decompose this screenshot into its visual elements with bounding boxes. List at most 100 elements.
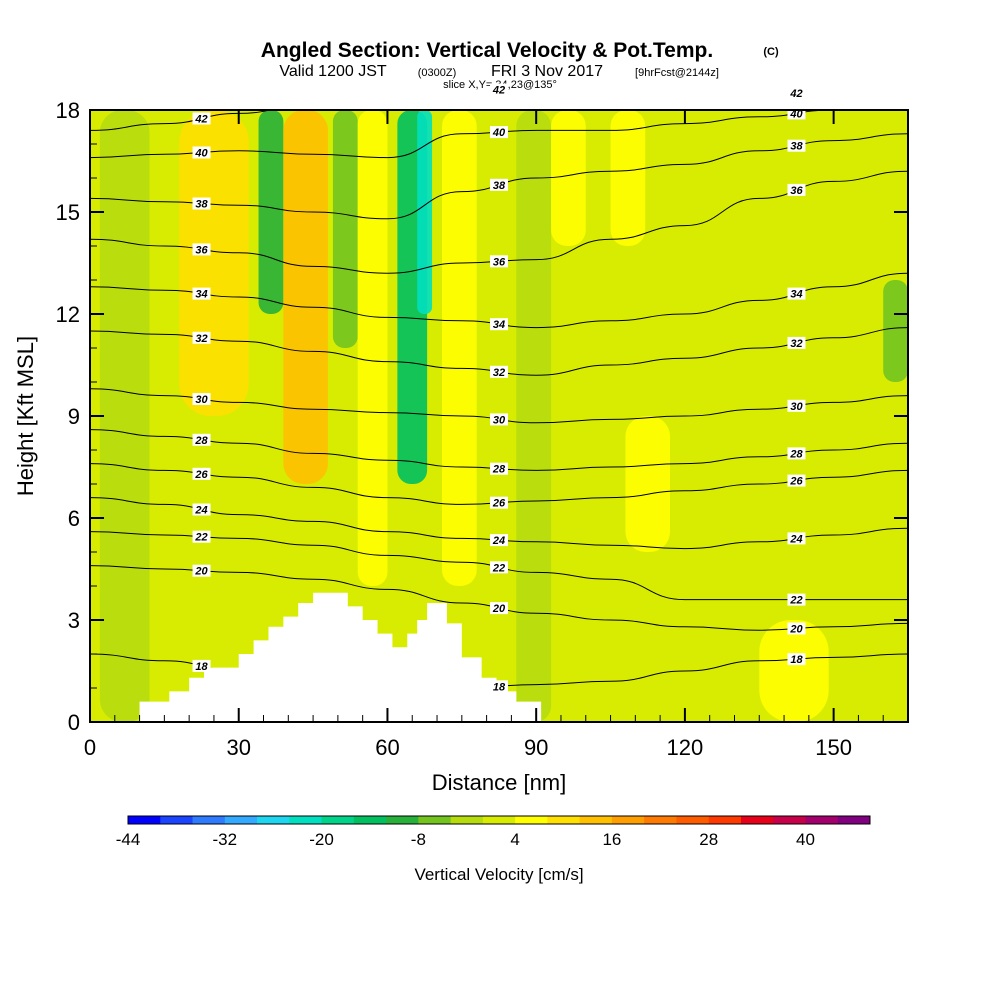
contour-label-34: 34 <box>787 287 806 301</box>
contour-label-38: 38 <box>787 139 806 153</box>
y-axis-label: Height [Kft MSL] <box>13 336 38 496</box>
svg-text:24: 24 <box>789 533 802 545</box>
color-bar-swatch-7 <box>353 816 387 824</box>
velocity-band-0 <box>99 110 150 722</box>
svg-text:18: 18 <box>790 654 803 666</box>
svg-text:40: 40 <box>194 148 208 160</box>
contour-label-32: 32 <box>192 331 211 345</box>
color-bar-tick--44: -44 <box>116 830 141 849</box>
x-tick-label-60: 60 <box>375 735 399 760</box>
velocity-band-7 <box>417 110 433 314</box>
color-bar-swatch-15 <box>611 816 645 824</box>
svg-text:34: 34 <box>195 289 207 301</box>
contour-label-36: 36 <box>490 255 508 268</box>
chart-title-suffix: (C) <box>763 46 779 58</box>
svg-text:26: 26 <box>194 469 208 481</box>
color-bar-tick-40: 40 <box>796 830 815 849</box>
color-bar-swatch-2 <box>192 816 226 824</box>
svg-text:28: 28 <box>789 448 803 460</box>
svg-text:32: 32 <box>493 367 505 379</box>
chart-titles: Angled Section: Vertical Velocity & Pot.… <box>261 39 779 91</box>
color-bar-tick--8: -8 <box>411 830 426 849</box>
contour-label-30: 30 <box>192 393 211 406</box>
contour-label-26: 26 <box>787 474 806 488</box>
svg-text:30: 30 <box>195 394 208 406</box>
svg-text:30: 30 <box>790 401 803 413</box>
svg-text:32: 32 <box>195 333 207 345</box>
color-bar-swatch-21 <box>805 816 839 824</box>
velocity-band-9 <box>516 110 552 722</box>
svg-text:42: 42 <box>492 85 505 97</box>
color-bar-swatch-9 <box>418 816 452 824</box>
svg-text:42: 42 <box>789 88 802 100</box>
svg-text:40: 40 <box>492 127 506 139</box>
color-bar-label: Vertical Velocity [cm/s] <box>414 865 583 884</box>
forecast-info: [9hrFcst@2144z] <box>635 67 719 79</box>
velocity-band-2 <box>258 110 284 314</box>
svg-text:28: 28 <box>194 435 208 447</box>
svg-text:20: 20 <box>789 624 803 636</box>
contour-label-24: 24 <box>787 532 806 545</box>
x-tick-label-120: 120 <box>667 735 704 760</box>
color-bar-swatch-8 <box>386 816 419 824</box>
contour-label-30: 30 <box>490 413 508 426</box>
color-bar-swatch-11 <box>482 816 516 824</box>
y-tick-label-3: 3 <box>68 608 80 633</box>
contour-label-32: 32 <box>490 365 508 379</box>
svg-text:26: 26 <box>492 498 506 510</box>
svg-text:22: 22 <box>789 595 802 607</box>
x-tick-label-30: 30 <box>226 735 250 760</box>
velocity-band-5 <box>357 110 388 586</box>
theta-contour-40 <box>90 110 849 159</box>
svg-text:22: 22 <box>492 562 505 574</box>
contour-label-20: 20 <box>490 602 508 615</box>
contour-label-38: 38 <box>192 197 211 211</box>
contour-label-36: 36 <box>787 183 806 197</box>
color-bar-swatch-5 <box>289 816 323 824</box>
color-bar-swatch-19 <box>740 816 774 824</box>
velocity-band-1 <box>179 110 249 416</box>
y-tick-label-15: 15 <box>56 200 80 225</box>
color-bar <box>127 815 871 825</box>
svg-text:28: 28 <box>492 464 506 476</box>
svg-text:36: 36 <box>790 185 803 197</box>
color-bar-swatch-17 <box>676 816 710 824</box>
contour-label-18: 18 <box>192 659 211 673</box>
x-tick-label-150: 150 <box>815 735 852 760</box>
svg-text:26: 26 <box>789 476 803 488</box>
velocity-band-14 <box>883 280 908 382</box>
color-bar-swatch-1 <box>160 816 194 824</box>
contour-label-24: 24 <box>192 503 211 517</box>
velocity-band-3 <box>283 110 328 484</box>
contour-label-18: 18 <box>490 680 508 693</box>
contour-label-28: 28 <box>192 433 211 447</box>
contour-label-34: 34 <box>192 287 211 301</box>
svg-text:42: 42 <box>194 114 207 126</box>
contour-label-20: 20 <box>192 564 211 578</box>
contour-label-22: 22 <box>192 530 211 544</box>
svg-text:20: 20 <box>492 603 506 615</box>
contour-label-34: 34 <box>490 318 508 331</box>
color-bar-tick-28: 28 <box>699 830 718 849</box>
color-bar-swatch-10 <box>450 816 484 824</box>
x-tick-label-90: 90 <box>524 735 548 760</box>
svg-text:32: 32 <box>790 338 802 350</box>
svg-text:34: 34 <box>493 319 505 331</box>
terrain <box>90 592 908 722</box>
color-bar-swatch-13 <box>547 816 581 824</box>
x-tick-label-0: 0 <box>84 735 96 760</box>
y-tick-label-6: 6 <box>68 506 80 531</box>
contour-label-18: 18 <box>787 653 806 666</box>
contour-label-38: 38 <box>490 178 508 192</box>
contour-label-28: 28 <box>787 447 806 460</box>
chart-title: Angled Section: Vertical Velocity & Pot.… <box>261 39 713 62</box>
contour-label-30: 30 <box>787 399 806 413</box>
y-tick-label-0: 0 <box>68 710 80 735</box>
svg-text:18: 18 <box>195 661 208 673</box>
velocity-band-11 <box>610 110 646 246</box>
velocity-band-10 <box>551 110 586 246</box>
contour-label-36: 36 <box>192 243 211 256</box>
svg-text:22: 22 <box>194 532 207 544</box>
